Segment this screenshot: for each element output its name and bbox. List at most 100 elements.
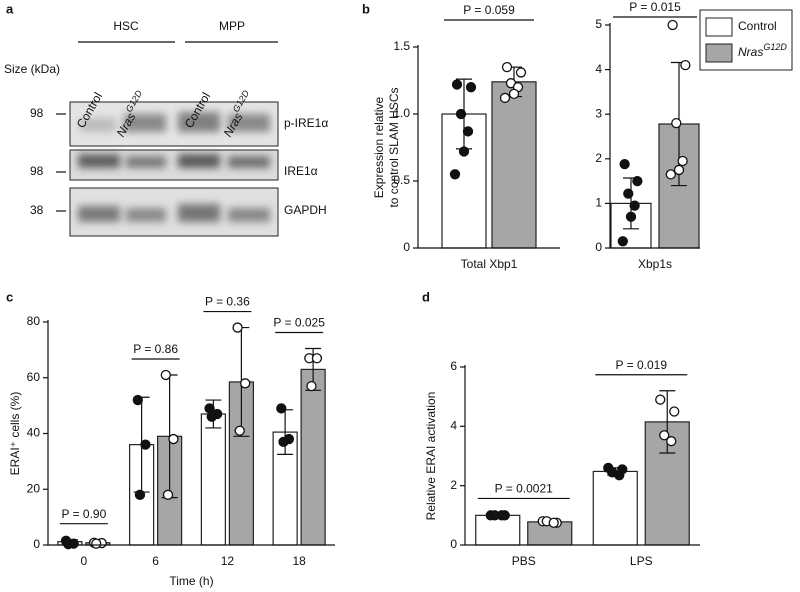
y-tick-label: 0	[33, 537, 40, 551]
y-tick-label: 2	[595, 151, 602, 165]
axes	[47, 320, 335, 546]
data-point	[160, 369, 171, 381]
bands	[78, 112, 270, 222]
bar	[491, 81, 537, 249]
panel-label: b	[362, 1, 370, 16]
y-tick-label: 80	[27, 314, 41, 328]
data-point	[632, 175, 643, 187]
data-point	[162, 489, 174, 500]
data-point	[276, 403, 287, 414]
data-point	[619, 159, 630, 170]
data-point	[462, 126, 474, 137]
data-point	[311, 353, 323, 364]
data-point	[458, 146, 470, 157]
y-tick-label: 0	[595, 240, 602, 254]
size-label: Size (kDa)	[4, 62, 60, 76]
data-point	[515, 67, 527, 78]
bar	[200, 413, 226, 546]
panel-label: d	[422, 289, 430, 304]
y-tick-label: 0.5	[393, 173, 410, 187]
y-tick-label: 5	[595, 17, 602, 31]
size-value: 98	[30, 106, 44, 120]
y-tick-label: 4	[595, 62, 602, 76]
legend: Control NrasG12D	[699, 9, 793, 71]
row-label: GAPDH	[284, 203, 327, 217]
data-point	[449, 169, 461, 180]
data-point	[306, 380, 317, 392]
bar	[300, 368, 326, 546]
x-tick-label: 0	[81, 554, 88, 568]
p-value: P = 0.025	[273, 316, 325, 330]
axes	[417, 45, 560, 249]
p-value: P = 0.86	[133, 342, 178, 356]
group-label: HSC	[113, 19, 139, 33]
y-axis-label: Expression relative	[372, 96, 386, 198]
panel-label: a	[6, 1, 14, 16]
data-point	[278, 436, 289, 448]
y-tick-label: 40	[27, 426, 41, 440]
data-point	[451, 79, 463, 90]
y-tick-label: 1.0	[393, 106, 410, 120]
y-axis-label: to control SLAM HSCs	[387, 87, 401, 207]
axes	[464, 365, 700, 546]
data-point	[501, 61, 513, 73]
data-point	[659, 430, 670, 441]
p-value: P = 0.019	[616, 358, 668, 372]
data-point	[671, 117, 682, 129]
p-value: P = 0.0021	[495, 482, 553, 496]
data-point	[232, 322, 243, 333]
legend-swatch	[705, 17, 733, 37]
data-point	[677, 155, 688, 167]
y-tick-label: 3	[595, 106, 602, 120]
legend-label: NrasG12D	[738, 42, 787, 59]
panel-label: c	[6, 289, 13, 304]
bar	[592, 470, 638, 546]
data-point	[666, 436, 677, 447]
data-point	[629, 200, 640, 211]
x-tick-label: 18	[292, 554, 306, 568]
x-tick-label: Total Xbp1	[461, 257, 518, 271]
y-tick-label: 0	[450, 537, 457, 551]
data-point	[168, 433, 179, 445]
data-point	[665, 169, 676, 180]
y-tick-label: 1.5	[393, 39, 410, 53]
y-axis-label: Relative ERAI activation	[424, 392, 438, 521]
y-tick-label: 4	[450, 419, 457, 433]
y-tick-label: 1	[595, 196, 602, 210]
data-point	[617, 236, 628, 247]
x-tick-label: Xbp1s	[638, 257, 672, 271]
x-tick-label: PBS	[512, 554, 536, 568]
p-value: P = 0.059	[463, 3, 515, 17]
axes	[609, 23, 700, 249]
data-point	[134, 489, 146, 500]
p-value: P = 0.015	[629, 0, 681, 14]
data-point	[548, 517, 559, 528]
data-point	[508, 88, 520, 100]
x-axis-label: Time (h)	[169, 574, 213, 588]
group-label: MPP	[219, 19, 245, 33]
row-label: IRE1α	[284, 164, 318, 178]
x-tick-label: 12	[221, 554, 235, 568]
data-point	[465, 82, 477, 93]
y-tick-label: 2	[450, 478, 457, 492]
x-tick-label: LPS	[630, 554, 653, 568]
data-point	[499, 92, 511, 104]
data-point	[234, 425, 245, 436]
bar	[475, 514, 521, 546]
data-point	[673, 164, 685, 176]
data-point	[614, 470, 625, 481]
data-point	[240, 378, 251, 389]
blot: HSC MPP Size (kDa)	[4, 19, 279, 237]
legend-swatch	[705, 43, 733, 63]
data-point	[63, 539, 74, 550]
data-point	[655, 394, 666, 405]
data-point	[206, 411, 217, 422]
y-tick-label: 6	[450, 359, 457, 373]
data-point	[625, 211, 637, 222]
bar	[228, 381, 254, 546]
data-point	[496, 510, 507, 521]
data-point	[623, 188, 634, 199]
data-point	[667, 19, 678, 31]
data-point	[680, 59, 691, 71]
